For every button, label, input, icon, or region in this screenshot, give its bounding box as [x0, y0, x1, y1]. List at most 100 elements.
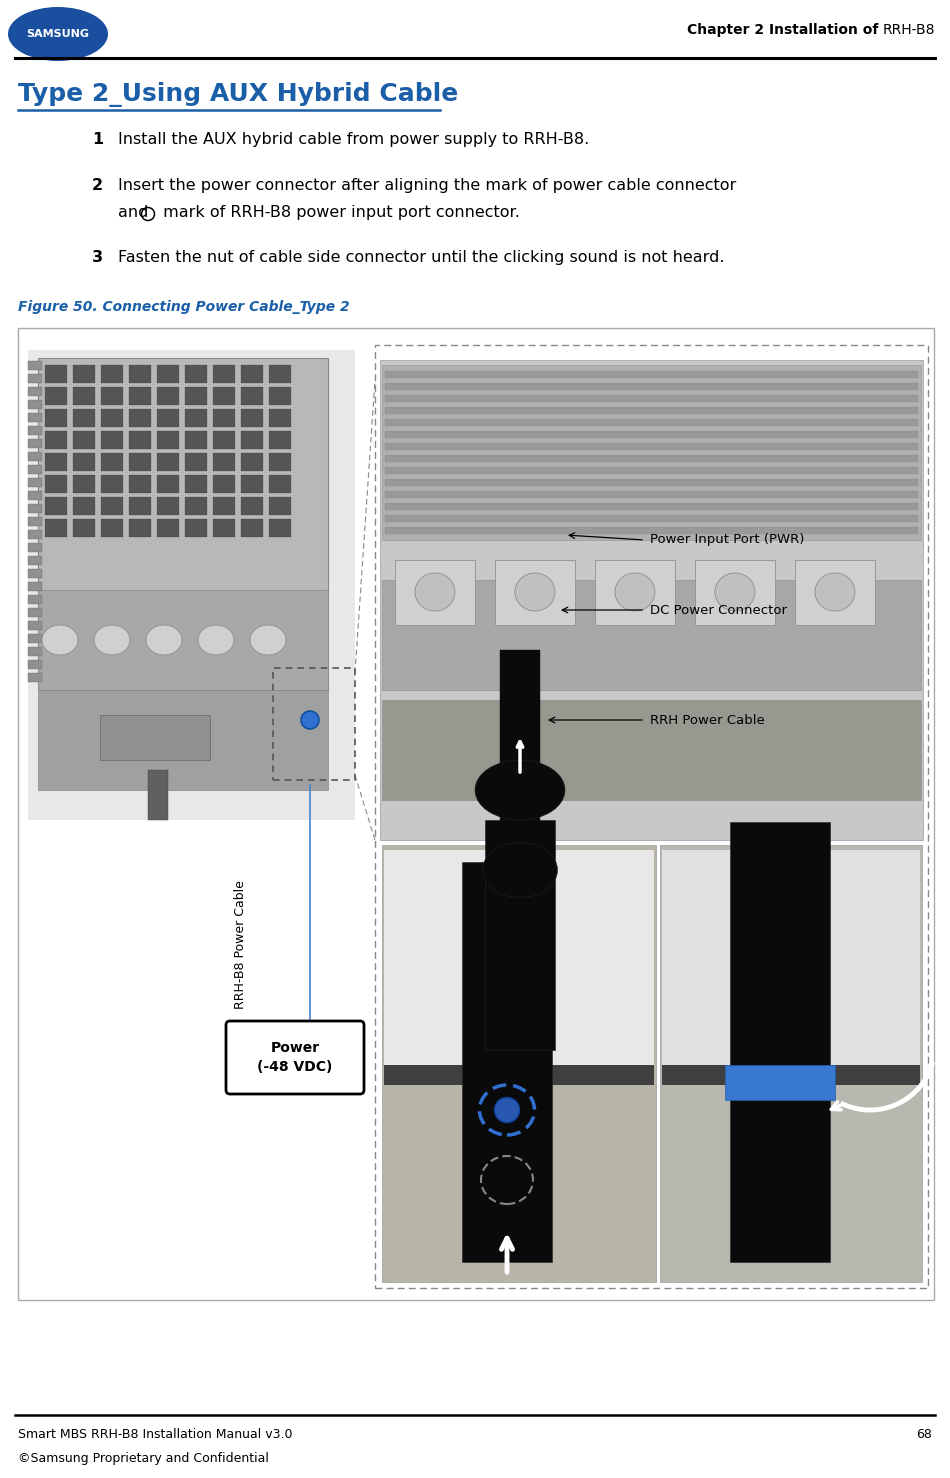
FancyBboxPatch shape	[28, 361, 42, 370]
FancyBboxPatch shape	[129, 452, 151, 471]
FancyBboxPatch shape	[385, 467, 918, 474]
FancyBboxPatch shape	[101, 474, 123, 494]
FancyBboxPatch shape	[185, 387, 207, 405]
FancyBboxPatch shape	[38, 590, 328, 690]
FancyBboxPatch shape	[28, 439, 42, 448]
Ellipse shape	[94, 625, 130, 655]
FancyBboxPatch shape	[213, 474, 235, 494]
FancyBboxPatch shape	[385, 418, 918, 426]
FancyBboxPatch shape	[129, 365, 151, 383]
FancyBboxPatch shape	[28, 491, 42, 500]
FancyBboxPatch shape	[269, 409, 291, 427]
FancyBboxPatch shape	[129, 409, 151, 427]
FancyBboxPatch shape	[45, 365, 67, 383]
FancyBboxPatch shape	[157, 409, 179, 427]
FancyBboxPatch shape	[385, 514, 918, 522]
FancyBboxPatch shape	[28, 387, 42, 396]
FancyBboxPatch shape	[157, 365, 179, 383]
FancyBboxPatch shape	[213, 365, 235, 383]
FancyBboxPatch shape	[213, 409, 235, 427]
Ellipse shape	[8, 7, 108, 61]
FancyBboxPatch shape	[385, 432, 918, 437]
FancyBboxPatch shape	[45, 497, 67, 514]
FancyBboxPatch shape	[241, 387, 263, 405]
FancyBboxPatch shape	[101, 497, 123, 514]
FancyBboxPatch shape	[384, 850, 654, 1066]
FancyBboxPatch shape	[595, 560, 675, 625]
Ellipse shape	[42, 625, 78, 655]
FancyBboxPatch shape	[101, 387, 123, 405]
FancyBboxPatch shape	[73, 474, 95, 494]
Text: Power
(-48 VDC): Power (-48 VDC)	[257, 1042, 332, 1073]
FancyBboxPatch shape	[725, 1066, 835, 1100]
FancyBboxPatch shape	[101, 365, 123, 383]
FancyBboxPatch shape	[45, 432, 67, 449]
FancyBboxPatch shape	[385, 503, 918, 510]
FancyBboxPatch shape	[100, 715, 210, 760]
Text: Fasten the nut of cable side connector until the clicking sound is not heard.: Fasten the nut of cable side connector u…	[118, 250, 725, 265]
FancyBboxPatch shape	[241, 365, 263, 383]
FancyBboxPatch shape	[213, 519, 235, 537]
FancyBboxPatch shape	[45, 519, 67, 537]
Text: Insert the power connector after aligning the mark of power cable connector: Insert the power connector after alignin…	[118, 177, 736, 194]
FancyBboxPatch shape	[28, 542, 42, 551]
Text: Chapter 2 Installation of: Chapter 2 Installation of	[687, 24, 883, 37]
FancyBboxPatch shape	[28, 531, 42, 539]
Ellipse shape	[198, 625, 234, 655]
Text: Install the AUX hybrid cable from power supply to RRH-B8.: Install the AUX hybrid cable from power …	[118, 132, 589, 146]
FancyBboxPatch shape	[28, 672, 42, 681]
Text: RRH Power Cable: RRH Power Cable	[650, 714, 765, 727]
FancyBboxPatch shape	[28, 661, 42, 670]
FancyBboxPatch shape	[28, 504, 42, 513]
Text: and: and	[118, 205, 154, 220]
Text: RRH-B8: RRH-B8	[883, 24, 935, 37]
FancyBboxPatch shape	[101, 432, 123, 449]
FancyBboxPatch shape	[241, 497, 263, 514]
FancyBboxPatch shape	[28, 401, 42, 409]
FancyBboxPatch shape	[213, 497, 235, 514]
FancyBboxPatch shape	[73, 497, 95, 514]
FancyBboxPatch shape	[395, 560, 475, 625]
FancyBboxPatch shape	[269, 497, 291, 514]
FancyBboxPatch shape	[385, 406, 918, 414]
FancyBboxPatch shape	[382, 579, 921, 690]
FancyBboxPatch shape	[157, 497, 179, 514]
FancyBboxPatch shape	[241, 519, 263, 537]
FancyBboxPatch shape	[795, 560, 875, 625]
Ellipse shape	[250, 625, 286, 655]
FancyBboxPatch shape	[28, 634, 42, 643]
FancyBboxPatch shape	[185, 432, 207, 449]
FancyBboxPatch shape	[45, 452, 67, 471]
Text: 3: 3	[92, 250, 104, 265]
Ellipse shape	[615, 573, 655, 610]
FancyBboxPatch shape	[101, 409, 123, 427]
Ellipse shape	[301, 711, 319, 729]
FancyBboxPatch shape	[385, 395, 918, 402]
FancyBboxPatch shape	[662, 1066, 920, 1085]
FancyBboxPatch shape	[269, 387, 291, 405]
Text: Smart MBS RRH-B8 Installation Manual v3.0: Smart MBS RRH-B8 Installation Manual v3.…	[18, 1428, 293, 1441]
Text: Figure 50. Connecting Power Cable_Type 2: Figure 50. Connecting Power Cable_Type 2	[18, 300, 350, 313]
FancyBboxPatch shape	[185, 409, 207, 427]
FancyBboxPatch shape	[28, 374, 42, 383]
FancyBboxPatch shape	[226, 1021, 364, 1094]
FancyBboxPatch shape	[185, 474, 207, 494]
FancyBboxPatch shape	[500, 650, 540, 850]
FancyBboxPatch shape	[385, 479, 918, 486]
FancyBboxPatch shape	[28, 621, 42, 630]
FancyBboxPatch shape	[269, 452, 291, 471]
FancyBboxPatch shape	[269, 474, 291, 494]
FancyBboxPatch shape	[384, 1066, 654, 1085]
Ellipse shape	[495, 1098, 520, 1122]
Text: Type 2_Using AUX Hybrid Cable: Type 2_Using AUX Hybrid Cable	[18, 81, 458, 106]
FancyBboxPatch shape	[730, 822, 830, 1262]
FancyBboxPatch shape	[695, 560, 775, 625]
FancyBboxPatch shape	[73, 519, 95, 537]
FancyBboxPatch shape	[101, 519, 123, 537]
Text: 68: 68	[916, 1428, 932, 1441]
FancyBboxPatch shape	[18, 328, 934, 1301]
FancyBboxPatch shape	[213, 432, 235, 449]
Text: DC Power Connector: DC Power Connector	[650, 603, 787, 616]
FancyBboxPatch shape	[241, 452, 263, 471]
FancyBboxPatch shape	[45, 409, 67, 427]
